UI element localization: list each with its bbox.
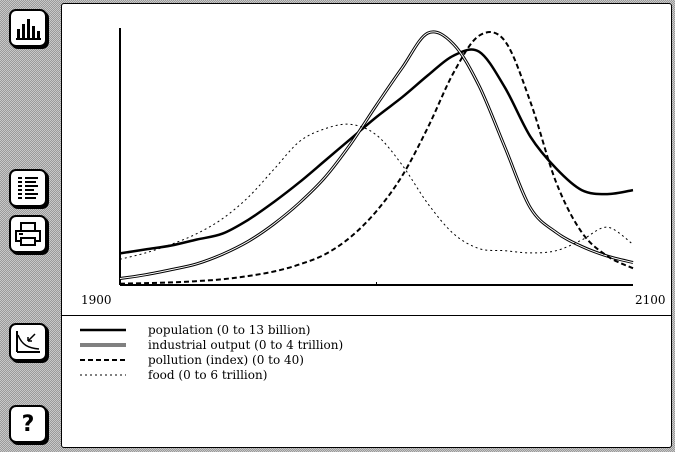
printer-icon [15,222,41,246]
legend-divider [62,315,671,316]
x-tick-label-max: 2100 [635,293,666,307]
line-chart [119,28,634,286]
graph-zoom-icon [16,331,40,353]
legend-item-food: food (0 to 6 trillion) [78,367,343,382]
graph-scale-button[interactable] [9,323,47,361]
legend-label: industrial output (0 to 4 trillion) [148,337,344,352]
bar-chart-icon [16,19,41,40]
graph-panel: 1900 2100 population (0 to 13 billion) i… [61,3,672,448]
legend-swatch-pollution [80,358,126,361]
legend-label: pollution (index) (0 to 40) [148,352,304,367]
legend-label: population (0 to 13 billion) [148,322,311,337]
graph-view-button[interactable] [9,9,47,47]
series-line-industrial-output [119,30,634,281]
table-icon [18,177,38,199]
legend-item-industrial-output: industrial output (0 to 4 trillion) [78,337,343,352]
help-button[interactable]: ? [9,405,47,443]
legend-swatch-population [80,328,126,331]
legend-swatch-industrial-output [80,343,126,346]
print-button[interactable] [9,215,47,253]
legend-item-population: population (0 to 13 billion) [78,322,343,337]
legend-label: food (0 to 6 trillion) [148,367,268,382]
legend-item-pollution: pollution (index) (0 to 40) [78,352,343,367]
x-tick-label-min: 1900 [81,293,112,307]
table-view-button[interactable] [9,169,47,207]
legend: population (0 to 13 billion) industrial … [78,322,343,382]
series-line-population [119,48,634,255]
legend-swatch-food [80,374,126,375]
series-line-pollution [119,31,634,285]
help-icon: ? [21,411,35,437]
